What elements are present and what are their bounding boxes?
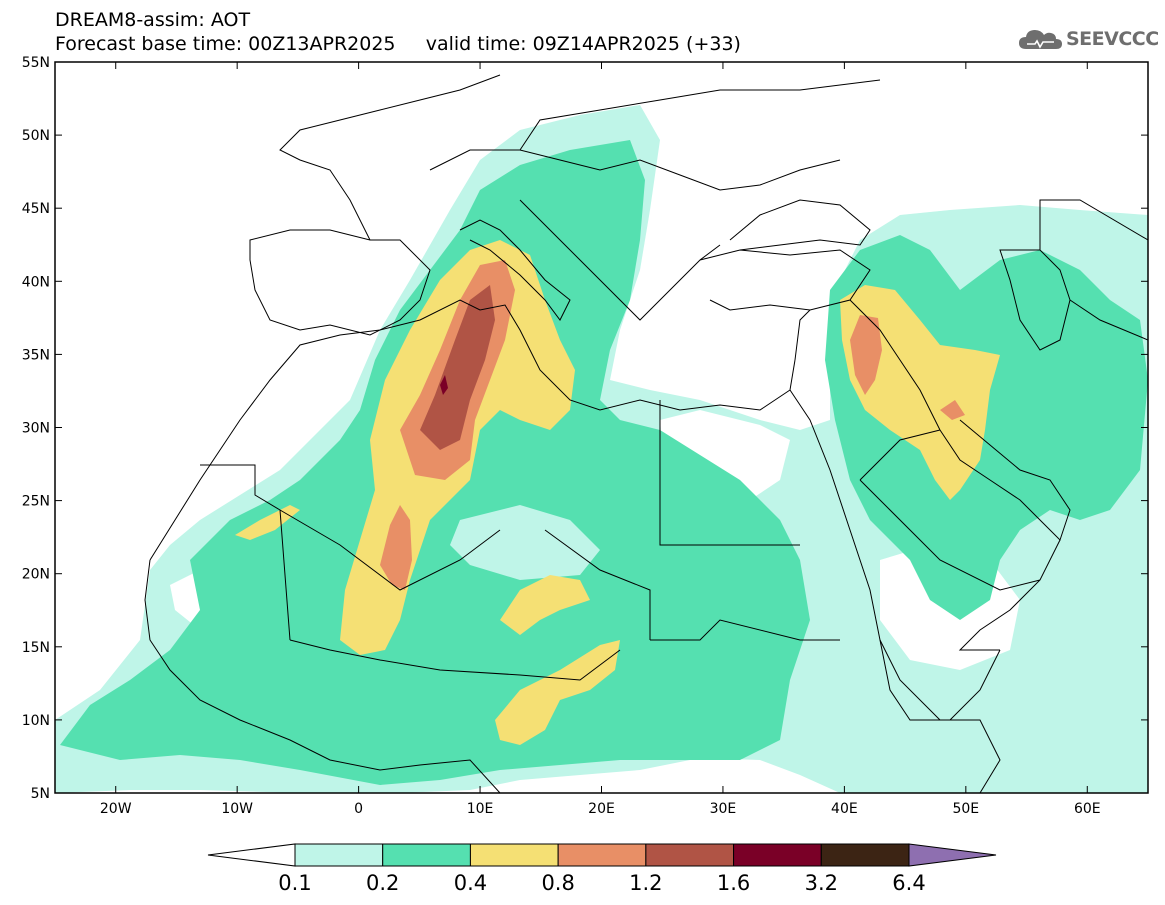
coastline-west-africa — [144, 559, 501, 793]
lat-tick-label: 15N — [22, 640, 50, 656]
logo-text: SEEVCCC — [1066, 28, 1159, 50]
colorbar-segment — [294, 843, 384, 867]
forecast-times: Forecast base time: 00Z13APR2025 valid t… — [55, 33, 741, 55]
coastline-turkey — [699, 249, 871, 311]
aot-band-0.4-mauritania — [235, 505, 300, 540]
border-libya-egypt — [659, 400, 800, 546]
lon-tick-label: 60E — [1074, 801, 1101, 817]
colorbar-label: 3.2 — [805, 871, 838, 895]
border-iraq-iran — [849, 299, 941, 431]
colorbar-segment — [557, 843, 647, 867]
coastline-balkans — [519, 199, 721, 321]
colorbar-segment — [645, 843, 735, 867]
lat-tick-label: 5N — [31, 786, 50, 802]
aot-band-0.8-kuwait — [940, 400, 965, 420]
coastline-france-europe — [279, 74, 501, 241]
lat-tick-label: 10N — [22, 713, 50, 729]
lon-tick-label: 10W — [221, 801, 253, 817]
colorbar-segment — [382, 843, 471, 867]
aot-band-0.8-iraq — [850, 315, 882, 395]
colorbar-label: 1.2 — [629, 871, 662, 895]
colorbar: 0.1 0.2 0.4 0.8 1.2 1.6 3.2 6.4 — [207, 843, 997, 895]
aot-band-1.6 — [440, 375, 448, 395]
aot-band-1.2-algeria — [420, 285, 495, 450]
lat-tick-label: 55N — [22, 55, 50, 71]
colorbar-segment — [733, 843, 822, 867]
chart-title: DREAM8-assim: AOT — [55, 9, 251, 31]
coastlines-borders — [144, 74, 1148, 793]
lon-tick-label: 20W — [100, 801, 132, 817]
border-central-asia — [1039, 199, 1148, 341]
colorbar-label: 6.4 — [892, 871, 925, 895]
lat-tick-label: 40N — [22, 274, 50, 290]
aot-field — [55, 105, 1148, 793]
colorbar-label: 1.6 — [717, 871, 750, 895]
border-sahel — [289, 639, 621, 681]
lat-tick-label: 35N — [22, 347, 50, 363]
aot-band-0.8-mali — [380, 505, 412, 590]
colorbar-high-arrow — [908, 843, 997, 867]
aot-band-0.4-chad — [500, 575, 590, 635]
lon-tick-label: 20E — [588, 801, 615, 817]
colorbar-low-arrow — [207, 843, 296, 867]
lat-tick-label: 25N — [22, 494, 50, 510]
coastline-italy — [459, 219, 571, 321]
colorbar-label: 0.4 — [454, 871, 487, 895]
colorbar-label: 0.1 — [278, 871, 311, 895]
border-saudi — [859, 429, 1041, 591]
colorbar-segment — [820, 843, 910, 867]
lat-tick-label: 45N — [22, 201, 50, 217]
border-europe — [429, 79, 881, 191]
seevccc-logo: SEEVCCC — [1018, 24, 1159, 54]
border-sahara-west — [200, 464, 291, 641]
coastline-caspian — [999, 249, 1071, 351]
lon-tick-label: 0 — [354, 801, 363, 817]
coastline-arabia-east — [958, 539, 1061, 651]
lat-tick-label: 30N — [22, 421, 50, 437]
lat-tick-label: 20N — [22, 567, 50, 583]
colorbar-label: 0.2 — [366, 871, 399, 895]
longitude-axis: 20W 10W 0 10E 20E 30E 40E 50E 60E — [100, 62, 1101, 817]
border-sudan — [650, 619, 840, 641]
colorbar-label: 0.8 — [541, 871, 574, 895]
lon-tick-label: 10E — [467, 801, 494, 817]
border-algeria-mali — [279, 509, 501, 591]
lat-tick-label: 50N — [22, 128, 50, 144]
aot-gap-central-sahara — [450, 505, 600, 580]
coastline-horn — [879, 639, 1001, 793]
coastline-north-africa — [149, 299, 796, 561]
aot-band-0.4-sahel — [495, 640, 620, 745]
cloud-logo-icon — [1019, 30, 1062, 49]
colorbar-segment — [469, 843, 559, 867]
coastline-iberia — [249, 229, 431, 336]
lon-tick-label: 40E — [831, 801, 858, 817]
border-libya-chad — [544, 529, 651, 640]
latitude-axis: 55N 50N 45N 40N 35N 30N 25N 20N 15N 10N 5N — [22, 55, 1148, 802]
lon-tick-label: 50E — [952, 801, 979, 817]
lon-tick-label: 30E — [710, 801, 737, 817]
coastline-black-sea — [729, 199, 871, 251]
